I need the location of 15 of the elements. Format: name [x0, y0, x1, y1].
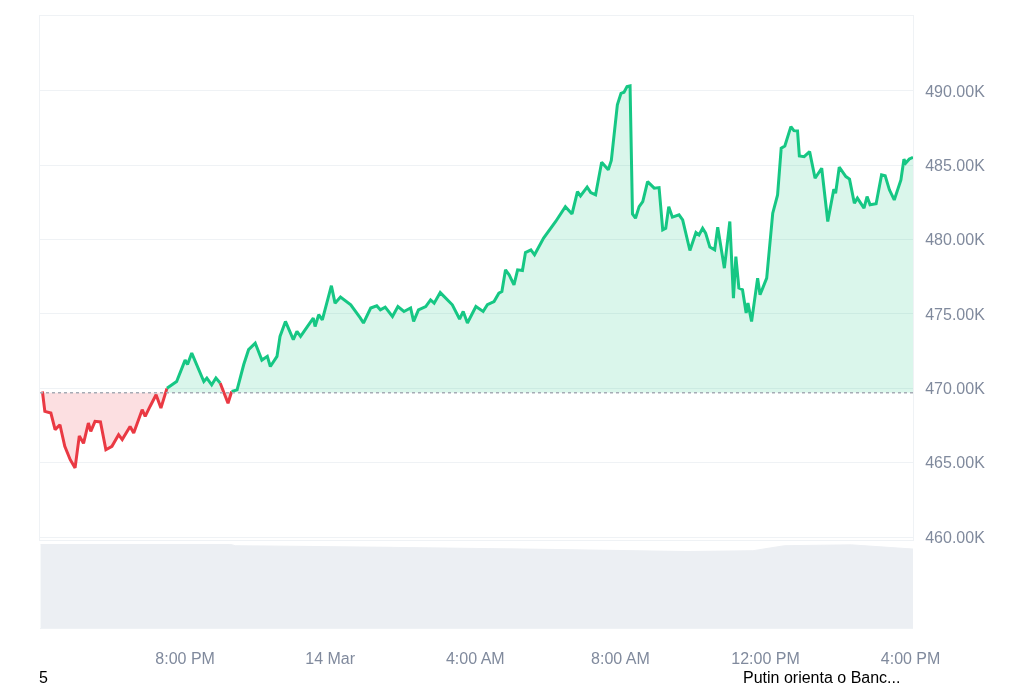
- text: Putin orienta o Banc...: [743, 669, 901, 683]
- x-tick-label: 8:00 PM: [155, 650, 215, 668]
- y-tick-label: 470.00K: [925, 379, 986, 397]
- y-tick-label: 490.00K: [925, 82, 986, 100]
- x-tick-label: 14 Mar: [305, 650, 356, 668]
- y-tick-label: 485.00K: [925, 156, 986, 174]
- y-tick-label: 480.00K: [925, 231, 986, 249]
- x-tick-label: 4:00 AM: [445, 650, 505, 668]
- text: 5: [39, 669, 48, 683]
- y-tick-label: 475.00K: [925, 305, 986, 323]
- y-tick-label: 465.00K: [925, 454, 986, 472]
- y-tick-label: 460.00K: [925, 528, 986, 546]
- x-tick-label: 12:00 PM: [731, 650, 800, 668]
- x-tick-label: 8:00 AM: [591, 650, 650, 668]
- x-tick-label: 4:00 PM: [880, 650, 941, 668]
